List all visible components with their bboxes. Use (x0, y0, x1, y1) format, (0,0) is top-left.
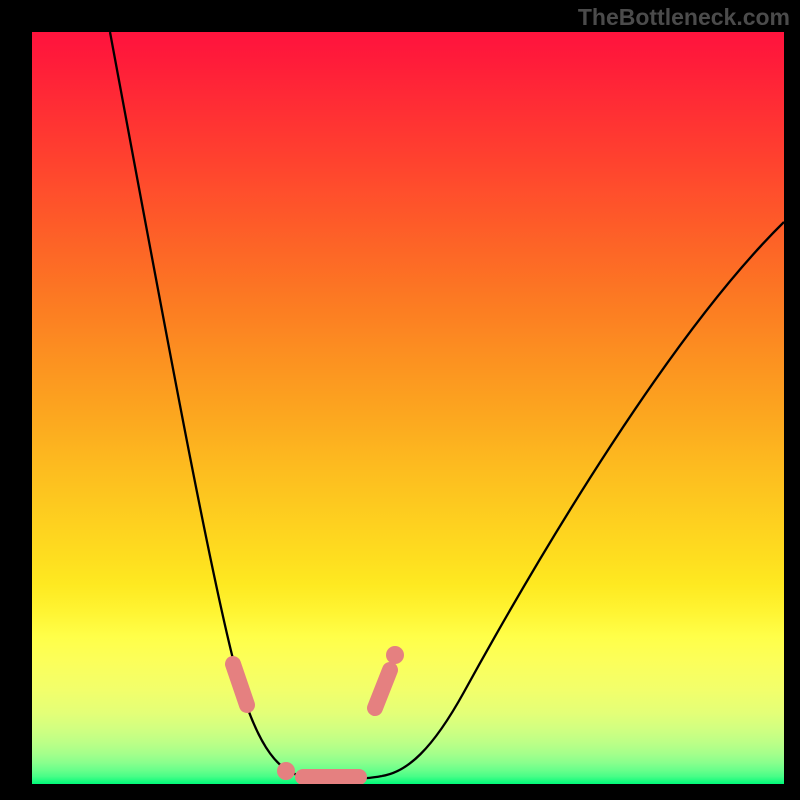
gradient-background (32, 32, 784, 784)
plot-area (32, 32, 784, 784)
watermark-text: TheBottleneck.com (578, 4, 790, 31)
marker-bottom-left-dot (277, 762, 295, 780)
marker-right-upper-dot (386, 646, 404, 664)
figure-canvas: TheBottleneck.com (0, 0, 800, 800)
chart-svg (32, 32, 784, 784)
